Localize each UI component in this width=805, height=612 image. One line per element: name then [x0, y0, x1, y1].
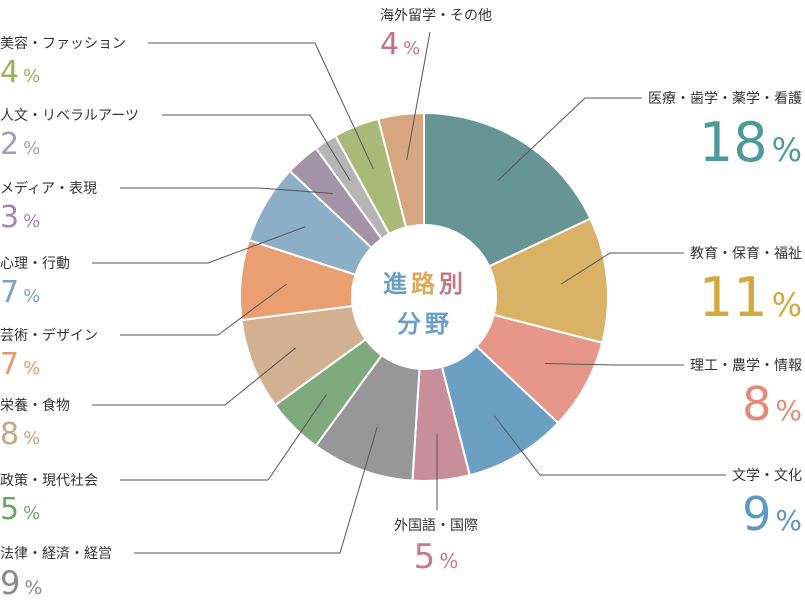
slice-percent-label: 11%	[699, 266, 802, 329]
leader-line	[544, 362, 684, 366]
slice-percent-label: 9%	[742, 487, 802, 541]
slice-percent-label: 4%	[380, 27, 420, 62]
leader-line	[162, 114, 351, 181]
slice-category-label: 人文・リベラルアーツ	[0, 108, 139, 124]
slice-percent-label: 2%	[0, 127, 40, 162]
slice-category-label: 文学・文化	[732, 468, 802, 484]
slice-category-label: 法律・経済・経営	[0, 546, 112, 562]
slice-percent-label: 8%	[742, 377, 802, 431]
leader-line	[134, 426, 378, 554]
slice-category-label: 栄養・食物	[0, 397, 70, 414]
slice-percent-label: 7%	[0, 347, 40, 382]
slice-percent-label: 7%	[0, 275, 40, 310]
slice-percent-label: 3%	[0, 200, 40, 235]
leader-line	[92, 347, 297, 406]
leader-line	[561, 252, 684, 285]
center-subtitle: 分野	[397, 310, 451, 338]
slice-category-label: 美容・ファッション	[0, 35, 126, 52]
pie-slice	[377, 111, 425, 229]
center-title: 進路別	[383, 270, 465, 298]
slice-labels: 医療・歯学・薬学・看護 18 % 教育・保育・福祉 11 % 理工・農学・情報 8 % 文学・文化…	[0, 8, 802, 602]
slice-category-label: 心理・行動	[0, 256, 70, 272]
slice-category-label: 外国語・国際	[394, 518, 478, 534]
leader-line	[497, 97, 642, 181]
slice-percent-label: 9%	[0, 564, 42, 602]
leader-line	[92, 226, 306, 264]
leader-line	[120, 283, 287, 336]
pie-slice	[423, 111, 592, 268]
leader-line	[493, 415, 726, 476]
leader-line	[148, 42, 374, 169]
slice-category-label: 理工・農学・情報	[690, 358, 802, 374]
leader-line	[120, 187, 333, 194]
slice-category-label: 芸術・デザイン	[0, 327, 98, 344]
center-label: 進路別 分野	[383, 270, 465, 338]
leader-line	[406, 31, 431, 161]
slice-category-label: 海外留学・その他	[380, 8, 492, 24]
slice-percent-label: 8%	[0, 417, 40, 452]
slice-percent-label: 4%	[0, 55, 40, 90]
slice-percent-label: 18%	[699, 111, 802, 174]
slice-category-label: メディア・表現	[0, 180, 97, 197]
slice-category-label: 教育・保育・福祉	[690, 246, 802, 262]
pie-slices	[239, 111, 609, 482]
leader-lines	[92, 31, 726, 554]
slice-category-label: 政策・現代社会	[0, 472, 98, 489]
leader-line	[120, 394, 327, 481]
slice-percent-label: 5%	[0, 492, 40, 527]
slice-percent-label: 5%	[414, 537, 459, 577]
slice-category-label: 医療・歯学・薬学・看護	[648, 90, 802, 107]
